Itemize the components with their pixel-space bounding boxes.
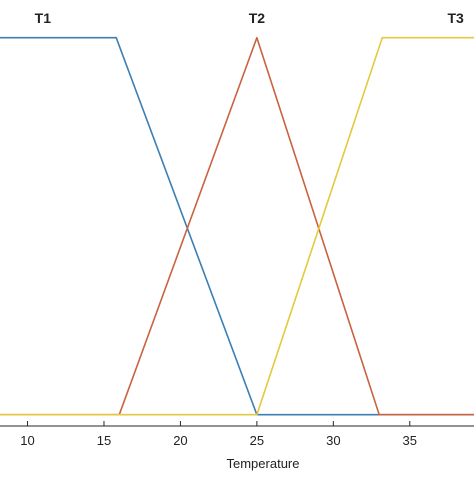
annotations: T1 T2 T3 (35, 10, 464, 26)
x-tick-label: 35 (403, 433, 417, 448)
series-lines (0, 36, 474, 416)
x-tick-label: 25 (250, 433, 264, 448)
x-tick-label: 10 (20, 433, 34, 448)
x-tick-label: 30 (326, 433, 340, 448)
series-line-t1 (0, 36, 474, 416)
series-line-t2 (0, 36, 474, 416)
x-ticks: 10 15 20 25 30 35 (20, 421, 417, 448)
annotation-t2: T2 (249, 10, 266, 26)
x-axis-label: Temperature (227, 456, 300, 471)
x-tick-label: 15 (97, 433, 111, 448)
series-line-t3 (0, 36, 474, 416)
x-tick-label: 20 (173, 433, 187, 448)
annotation-t1: T1 (35, 10, 52, 26)
annotation-t3: T3 (447, 10, 464, 26)
